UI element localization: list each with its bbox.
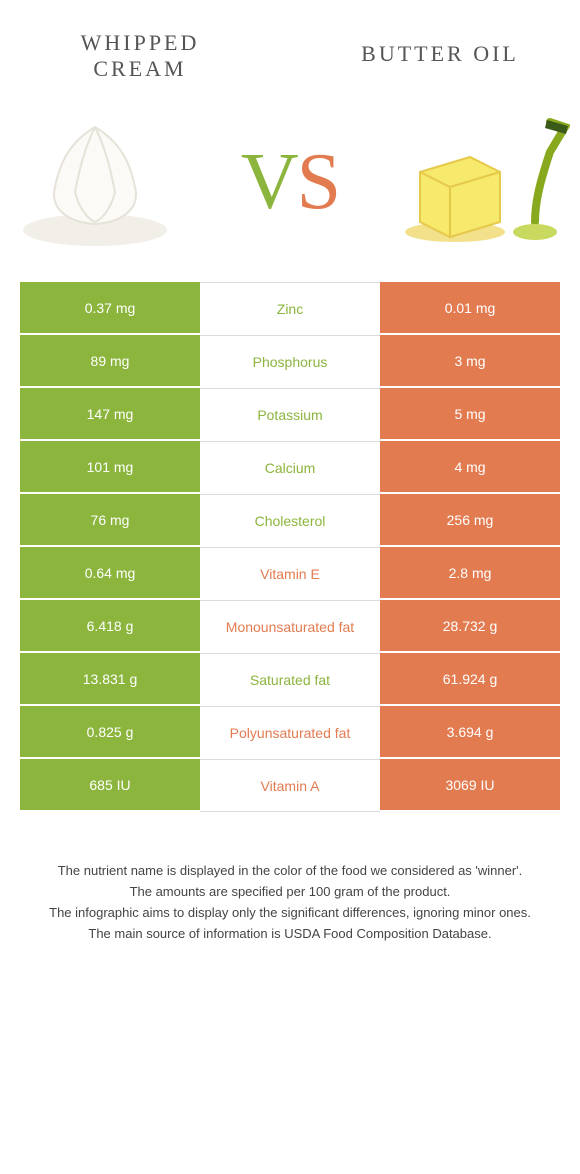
left-value: 89 mg [20, 335, 200, 388]
table-row: 147 mgPotassium5 mg [20, 388, 560, 441]
right-value: 28.732 g [380, 600, 560, 653]
left-value: 6.418 g [20, 600, 200, 653]
table-row: 13.831 gSaturated fat61.924 g [20, 653, 560, 706]
nutrient-name: Vitamin A [200, 759, 380, 812]
left-value: 685 IU [20, 759, 200, 812]
left-value: 0.64 mg [20, 547, 200, 600]
nutrient-name: Vitamin E [200, 547, 380, 600]
vs-v: V [241, 138, 297, 226]
table-row: 101 mgCalcium4 mg [20, 441, 560, 494]
left-value: 76 mg [20, 494, 200, 547]
footnotes: The nutrient name is displayed in the co… [0, 812, 580, 975]
table-row: 0.825 gPolyunsaturated fat3.694 g [20, 706, 560, 759]
footnote: The nutrient name is displayed in the co… [30, 862, 550, 881]
left-value: 101 mg [20, 441, 200, 494]
vs-s: S [297, 138, 340, 226]
table-row: 89 mgPhosphorus3 mg [20, 335, 560, 388]
butter-oil-image [400, 112, 570, 252]
right-value: 61.924 g [380, 653, 560, 706]
title-left-line2: CREAM [40, 56, 240, 82]
left-value: 0.37 mg [20, 282, 200, 335]
title-right: BUTTER OIL [340, 30, 540, 82]
comparison-table: 0.37 mgZinc0.01 mg89 mgPhosphorus3 mg147… [20, 282, 560, 812]
right-value: 3069 IU [380, 759, 560, 812]
title-left: WHIPPED CREAM [40, 30, 240, 82]
footnote: The infographic aims to display only the… [30, 904, 550, 923]
nutrient-name: Monounsaturated fat [200, 600, 380, 653]
right-value: 3.694 g [380, 706, 560, 759]
nutrient-name: Zinc [200, 282, 380, 335]
hero-row: VS [0, 92, 580, 282]
nutrient-name: Potassium [200, 388, 380, 441]
left-value: 147 mg [20, 388, 200, 441]
table-row: 0.37 mgZinc0.01 mg [20, 282, 560, 335]
table-row: 0.64 mgVitamin E2.8 mg [20, 547, 560, 600]
right-value: 4 mg [380, 441, 560, 494]
right-value: 2.8 mg [380, 547, 560, 600]
right-value: 0.01 mg [380, 282, 560, 335]
nutrient-name: Phosphorus [200, 335, 380, 388]
table-row: 685 IUVitamin A3069 IU [20, 759, 560, 812]
table-row: 76 mgCholesterol256 mg [20, 494, 560, 547]
left-value: 13.831 g [20, 653, 200, 706]
nutrient-name: Cholesterol [200, 494, 380, 547]
header: WHIPPED CREAM BUTTER OIL [0, 0, 580, 92]
left-value: 0.825 g [20, 706, 200, 759]
title-left-line1: WHIPPED [40, 30, 240, 56]
footnote: The amounts are specified per 100 gram o… [30, 883, 550, 902]
right-value: 5 mg [380, 388, 560, 441]
right-value: 3 mg [380, 335, 560, 388]
nutrient-name: Saturated fat [200, 653, 380, 706]
table-row: 6.418 gMonounsaturated fat28.732 g [20, 600, 560, 653]
nutrient-name: Calcium [200, 441, 380, 494]
whipped-cream-image [10, 112, 180, 252]
footnote: The main source of information is USDA F… [30, 925, 550, 944]
vs-label: VS [241, 137, 339, 228]
nutrient-name: Polyunsaturated fat [200, 706, 380, 759]
right-value: 256 mg [380, 494, 560, 547]
